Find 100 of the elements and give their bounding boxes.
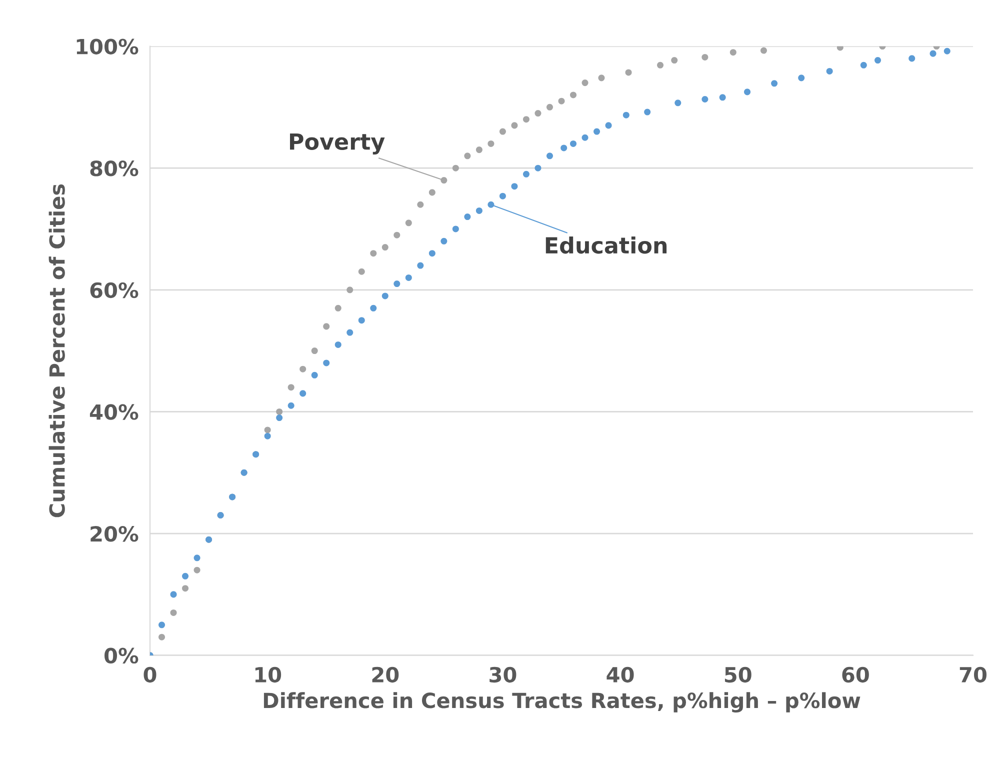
- x-axis-title: Difference in Census Tracts Rates, p%high – p%low: [264, 692, 860, 713]
- point: [158, 634, 166, 640]
- point: [534, 164, 542, 172]
- point: [394, 280, 400, 288]
- point: [522, 170, 530, 178]
- x-tick-label: 20: [372, 666, 399, 683]
- point: [570, 140, 577, 147]
- point: [730, 49, 736, 56]
- point: [488, 140, 494, 147]
- point: [264, 426, 271, 434]
- point: [702, 96, 708, 103]
- point: [311, 348, 318, 354]
- point: [836, 46, 844, 51]
- point: [417, 201, 424, 208]
- point: [382, 292, 388, 300]
- point: [798, 74, 805, 82]
- point: [874, 57, 882, 64]
- point: [370, 250, 377, 257]
- point: [323, 360, 330, 366]
- point: [417, 262, 424, 269]
- point: [476, 146, 482, 154]
- point: [702, 54, 708, 60]
- point: [598, 74, 605, 82]
- point: [522, 116, 530, 123]
- x-tick-label: 0: [144, 666, 156, 683]
- x-tick-label: 10: [255, 666, 282, 683]
- point: [560, 144, 568, 152]
- point: [440, 177, 448, 184]
- x-tick-label: 40: [606, 666, 634, 683]
- point: [657, 62, 664, 68]
- point: [276, 414, 283, 422]
- point: [570, 92, 577, 98]
- point: [499, 192, 506, 200]
- point: [300, 390, 306, 397]
- point: [276, 408, 283, 415]
- point: [370, 304, 377, 312]
- point: [346, 329, 354, 336]
- point: [625, 69, 632, 76]
- point: [582, 80, 588, 86]
- text: Poverty: [290, 133, 385, 154]
- point: [452, 226, 459, 232]
- x-tick-label: 50: [724, 666, 752, 683]
- y-tick-label: 20%: [90, 526, 138, 542]
- point: [382, 244, 388, 251]
- point: [511, 122, 518, 129]
- y-tick-label: 100%: [76, 38, 138, 54]
- x-tick-label: 60: [842, 666, 869, 683]
- point: [744, 88, 751, 96]
- point: [605, 122, 612, 129]
- point: [428, 189, 436, 196]
- point: [671, 57, 678, 64]
- point: [644, 108, 651, 116]
- point: [334, 341, 342, 348]
- point: [499, 128, 506, 135]
- y-tick-label: 40%: [90, 404, 138, 420]
- point: [464, 214, 471, 220]
- x-tick-label: 70: [960, 666, 986, 683]
- point: [182, 585, 189, 592]
- point: [511, 183, 518, 190]
- point: [546, 152, 553, 160]
- point: [674, 100, 682, 106]
- point: [158, 622, 166, 628]
- point: [428, 250, 436, 257]
- point: [582, 134, 588, 141]
- point: [546, 104, 553, 110]
- point: [944, 48, 950, 54]
- point: [930, 50, 936, 57]
- point: [771, 80, 778, 87]
- point: [534, 110, 542, 117]
- y-tick-label: 60%: [90, 282, 138, 298]
- point: [346, 286, 354, 294]
- point: [194, 554, 200, 562]
- point: [288, 384, 294, 391]
- point: [440, 238, 448, 244]
- point: [860, 62, 867, 68]
- point: [170, 609, 177, 616]
- point: [334, 304, 342, 312]
- y-axis-title: Cumulative Percent of Cities: [48, 184, 65, 518]
- point: [476, 207, 482, 214]
- point: [405, 274, 412, 281]
- point: [760, 47, 767, 54]
- point: [394, 232, 400, 238]
- point: [622, 112, 630, 118]
- point: [719, 94, 726, 101]
- point: [264, 432, 271, 440]
- point: [194, 566, 200, 574]
- point: [464, 152, 471, 160]
- point: [182, 572, 189, 580]
- y-tick-label: 0%: [104, 648, 138, 664]
- legend-label: Education: [546, 236, 667, 254]
- point: [908, 55, 916, 62]
- point: [358, 268, 365, 275]
- x-tick-label: 30: [490, 666, 516, 683]
- point: [323, 323, 330, 330]
- point: [405, 220, 412, 226]
- point: [452, 164, 459, 172]
- point: [300, 366, 306, 372]
- point: [170, 591, 177, 598]
- point: [558, 98, 565, 104]
- point: [288, 402, 294, 409]
